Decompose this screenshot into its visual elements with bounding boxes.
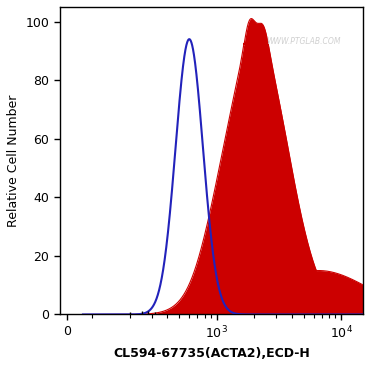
Text: WWW.PTGLAB.COM: WWW.PTGLAB.COM [266,37,340,46]
Y-axis label: Relative Cell Number: Relative Cell Number [7,95,20,227]
X-axis label: CL594-67735(ACTA2),ECD-H: CL594-67735(ACTA2),ECD-H [113,347,310,360]
